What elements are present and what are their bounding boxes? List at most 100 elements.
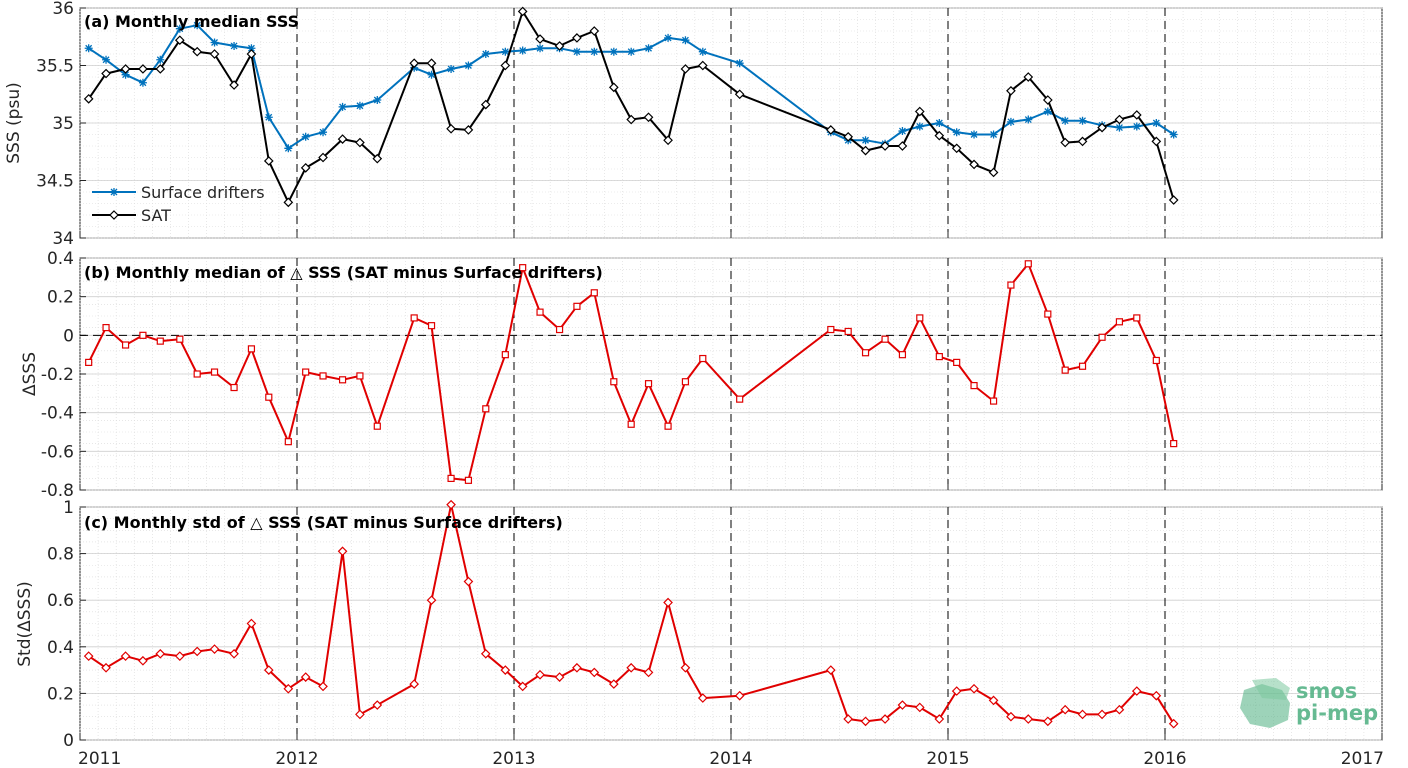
data-point-series-0 [302,368,310,376]
data-point-sat [192,46,203,57]
data-point-series-0 [626,662,637,673]
logo-mark-inner [1252,678,1290,700]
data-point-series-0 [1042,716,1053,727]
data-point-series-0 [970,382,978,390]
data-point-surface-drifters [915,122,924,131]
data-point-sat [155,64,166,74]
data-point-series-0 [210,368,219,376]
data-point-sat [517,6,528,17]
data-point-series-0 [1077,709,1088,720]
data-point-series-0 [318,681,328,692]
data-point-series-0 [300,672,311,682]
data-point-series-0 [627,420,635,428]
panel-b: -0.8 -0.6 -0.4 -0.2 0 0.2 0.4 (b) Monthly medi… [20,249,1383,501]
data-point-series-0 [209,644,220,654]
panel-a: 34 34.5 35 35.5 36 (a) Monthly median SSS SS… [4,0,1383,249]
data-point-sat [1042,95,1053,105]
data-point-series-0 [589,667,600,678]
data-point-series-0 [1131,686,1142,696]
data-point-series-0 [953,358,961,366]
data-point-series-0 [1007,281,1015,289]
data-point-series-0 [138,655,148,666]
data-point-sat [880,141,890,151]
data-point-series-0 [555,325,564,334]
legend-sat-label: SAT [141,206,171,225]
data-point-series-0 [951,686,962,696]
data-point-series-0 [102,324,110,332]
data-point-series-0 [608,679,619,689]
y-tick-label: 34.5 [36,172,74,192]
y-tick-label: 0.4 [47,249,74,269]
data-point-series-0 [572,662,582,673]
data-point-series-0 [535,669,545,680]
data-point-sat [355,137,365,148]
data-point-series-0 [1024,260,1032,268]
data-point-sat [1077,136,1088,147]
x-tick-label: 2016 [1143,749,1186,768]
data-point-sat [480,99,491,110]
data-point-series-0 [338,376,347,384]
x-tick-label: 2014 [709,749,752,768]
data-point-series-0 [263,665,274,675]
data-point-surface-drifters [644,44,653,53]
data-point-series-0 [174,651,185,661]
y-tick-label: 35 [52,114,74,134]
data-point-surface-drifters [536,44,545,53]
data-point-series-0 [1023,714,1034,724]
data-point-series-0 [988,695,999,706]
data-point-series-0 [1060,704,1071,715]
data-point-surface-drifters [84,44,93,53]
data-point-series-0 [500,665,511,675]
data-point-series-0 [139,331,147,339]
data-point-series-0 [825,665,836,675]
data-point-series-0 [860,716,871,727]
data-point-series-0 [1114,704,1125,715]
data-point-series-0 [827,325,835,334]
data-point-series-0 [644,380,653,388]
data-point-sat [283,197,294,208]
legend-sat-symbol [109,210,119,220]
data-point-series-0 [482,405,490,413]
data-point-series-0 [1115,318,1124,326]
data-point-sat [825,125,836,135]
data-point-surface-drifters [301,132,310,141]
data-point-series-0 [372,700,383,710]
data-point-sat [663,135,673,146]
data-point-sat [988,167,999,178]
data-point-surface-drifters [609,47,618,56]
data-point-surface-drifters [481,50,490,58]
y-tick-label: 34 [52,229,74,249]
panel-c-y-label: Std(ΔSSS) [15,581,35,667]
data-point-series-0 [880,714,890,724]
y-tick-label: 0.4 [47,638,74,658]
data-point-surface-drifters [1169,130,1178,139]
data-point-series-0 [1061,366,1069,374]
data-point-sat [209,49,220,59]
data-point-sat [409,58,420,69]
data-point-series-0 [734,690,745,701]
data-point-series-0 [85,358,93,366]
data-point-sat [951,143,962,154]
y-tick-label: -0.8 [41,481,74,501]
data-point-series-0 [898,351,907,359]
data-point-series-0 [156,337,164,345]
panel-b-y-ticks: -0.8 -0.6 -0.4 -0.2 0 0.2 0.4 [41,249,86,501]
panel-c: 0 0.2 0.4 0.6 0.8 1 (c) Monthly std of △ SSS … [15,232,1384,768]
data-point-series-0 [844,327,852,336]
data-point-surface-drifters [572,47,581,56]
data-point-sat [680,64,691,74]
data-point-series-0 [1097,709,1107,720]
data-point-surface-drifters [681,36,690,45]
legend-drifters-label: Surface drifters [141,183,265,202]
data-point-series-0 [247,345,256,353]
data-point-series-0 [699,354,707,363]
data-point-sat [1006,85,1016,96]
data-point-sat [337,134,348,144]
y-tick-label: 0 [63,326,74,346]
data-point-surface-drifters [1043,107,1052,116]
data-point-series-0 [192,646,203,657]
data-point-series-0 [843,714,854,724]
data-point-series-0 [934,714,945,724]
legend-sat-marker [109,210,119,220]
